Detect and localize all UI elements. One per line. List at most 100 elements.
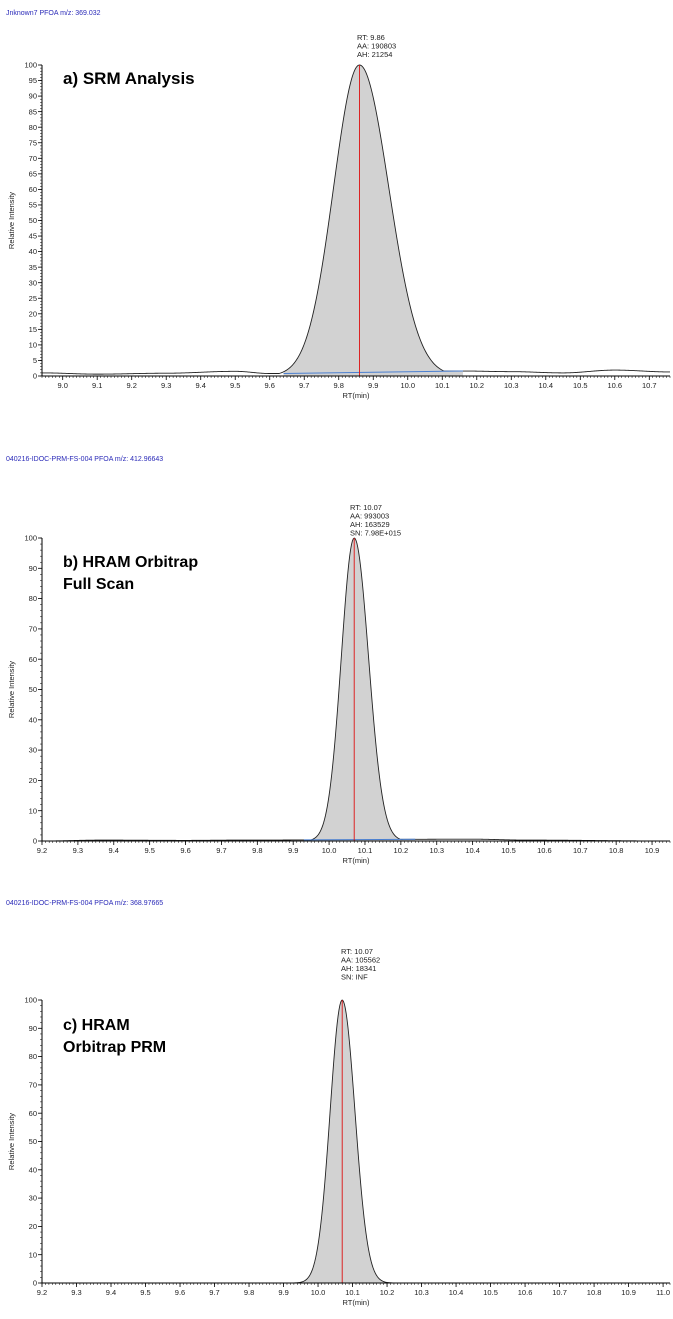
- x-tick-label: 10.3: [429, 846, 444, 855]
- y-tick-label: 95: [29, 76, 37, 85]
- y-tick-label: 60: [29, 655, 37, 664]
- y-tick-label: 10: [29, 1250, 37, 1259]
- y-tick-label: 90: [29, 92, 37, 101]
- x-tick-label: 10.2: [469, 381, 484, 390]
- peak-annotation-line: SN: INF: [341, 973, 368, 982]
- chromatogram-panel-b: 040216-IDOC-PRM-FS-004 PFOA m/z: 412.966…: [0, 440, 673, 880]
- x-tick-label: 10.0: [400, 381, 415, 390]
- x-tick-label: 9.2: [126, 381, 136, 390]
- chromatogram-chart: 9.2 9.3 9.4 9.5 9.6 9.7 9.8 9.9 10.0 10.1 10.2 10.3…: [7, 503, 671, 865]
- y-tick-label: 40: [29, 1165, 37, 1174]
- peak-annotation-line: AH: 18341: [341, 964, 376, 973]
- x-tick-label: 10.4: [465, 846, 480, 855]
- x-tick-label: 10.0: [322, 846, 337, 855]
- x-tick-label: 9.7: [299, 381, 309, 390]
- x-tick-label: 9.5: [144, 846, 154, 855]
- x-tick-label: 9.3: [71, 1288, 81, 1297]
- y-tick-label: 0: [33, 1279, 37, 1288]
- peak-annotation-line: AH: 21254: [357, 50, 392, 59]
- y-tick-label: 0: [33, 372, 37, 381]
- peak-annotation-line: AA: 190803: [357, 42, 396, 51]
- integration-baseline: [283, 370, 463, 374]
- peak-annotation-line: RT: 10.07: [350, 503, 382, 512]
- chromatogram-chart: 9.0 9.1 9.2 9.3 9.4 9.5 9.6 9.7 9.8 9.9 10.0 10.1 10…: [7, 33, 671, 400]
- x-tick-label: 10.5: [501, 846, 516, 855]
- y-tick-label: 20: [29, 1222, 37, 1231]
- peak-area: [283, 65, 463, 376]
- x-tick-label: 10.9: [621, 1288, 636, 1297]
- peak-annotation-line: RT: 9.86: [357, 33, 385, 42]
- trace-header: Jnknown7 PFOA m/z: 369.032: [6, 10, 101, 17]
- y-tick-label: 90: [29, 1024, 37, 1033]
- y-tick-label: 65: [29, 169, 37, 178]
- panel-label: b) HRAM Orbitrap: [63, 554, 198, 571]
- x-tick-label: 9.2: [37, 846, 47, 855]
- x-tick-label: 10.4: [538, 381, 553, 390]
- x-tick-label: 9.0: [57, 381, 67, 390]
- peak-area: [297, 1000, 391, 1283]
- x-tick-label: 10.6: [518, 1288, 533, 1297]
- x-tick-label: 10.9: [645, 846, 660, 855]
- peak-annotation-line: SN: 7.98E+015: [350, 529, 401, 538]
- x-tick-label: 9.4: [109, 846, 119, 855]
- panel-label: a) SRM Analysis: [63, 69, 195, 88]
- x-tick-label: 11.0: [656, 1288, 670, 1297]
- x-tick-label: 9.9: [278, 1288, 288, 1297]
- x-tick-label: 9.3: [73, 846, 83, 855]
- y-tick-label: 30: [29, 746, 37, 755]
- x-tick-label: 10.5: [573, 381, 588, 390]
- x-tick-label: 10.7: [642, 381, 657, 390]
- x-tick-label: 9.4: [196, 381, 206, 390]
- peak-annotation-line: AA: 993003: [350, 512, 389, 521]
- x-tick-label: 9.9: [288, 846, 298, 855]
- y-tick-label: 20: [29, 309, 37, 318]
- y-tick-label: 40: [29, 247, 37, 256]
- x-tick-label: 9.1: [92, 381, 102, 390]
- peak-area: [303, 538, 416, 841]
- y-tick-label: 50: [29, 1137, 37, 1146]
- y-tick-label: 10: [29, 341, 37, 350]
- y-axis-title: Relative Intensity: [7, 1113, 16, 1170]
- y-tick-label: 40: [29, 715, 37, 724]
- x-tick-label: 10.6: [607, 381, 622, 390]
- x-tick-label: 10.1: [345, 1288, 360, 1297]
- x-tick-label: 9.9: [368, 381, 378, 390]
- y-tick-label: 25: [29, 294, 37, 303]
- x-tick-label: 10.3: [504, 381, 519, 390]
- x-tick-label: 10.1: [358, 846, 373, 855]
- y-axis-title: Relative Intensity: [7, 192, 16, 249]
- x-tick-label: 10.0: [311, 1288, 326, 1297]
- y-tick-label: 90: [29, 564, 37, 573]
- chromatogram-panel-a: Jnknown7 PFOA m/z: 369.032 9.0 9.1 9.2 9.3 9…: [0, 0, 673, 440]
- y-tick-label: 30: [29, 1194, 37, 1203]
- x-tick-label: 9.5: [140, 1288, 150, 1297]
- peak-annotation-line: AH: 163529: [350, 520, 390, 529]
- trace-header: 040216-IDOC-PRM-FS-004 PFOA m/z: 412.966…: [6, 456, 164, 463]
- y-tick-label: 70: [29, 625, 37, 634]
- chromatogram-trace: [42, 64, 670, 375]
- x-tick-label: 9.8: [252, 846, 262, 855]
- x-tick-label: 9.6: [180, 846, 190, 855]
- y-tick-label: 55: [29, 201, 37, 210]
- x-tick-label: 10.5: [483, 1288, 498, 1297]
- x-tick-label: 9.6: [265, 381, 275, 390]
- x-tick-label: 10.2: [394, 846, 409, 855]
- y-tick-label: 70: [29, 154, 37, 163]
- x-axis-title: RT(min): [343, 1298, 370, 1307]
- x-tick-label: 10.4: [449, 1288, 464, 1297]
- x-tick-label: 10.1: [435, 381, 450, 390]
- chromatogram-chart: 9.2 9.3 9.4 9.5 9.6 9.7 9.8 9.9 10.0 10.1 10.2 10.3…: [7, 947, 671, 1307]
- y-tick-label: 50: [29, 216, 37, 225]
- y-tick-label: 45: [29, 232, 37, 241]
- y-tick-label: 100: [24, 61, 37, 70]
- y-tick-label: 10: [29, 806, 37, 815]
- x-tick-label: 9.3: [161, 381, 171, 390]
- x-tick-label: 9.7: [216, 846, 226, 855]
- x-tick-label: 10.7: [573, 846, 588, 855]
- panel-label: Orbitrap PRM: [63, 1039, 166, 1056]
- y-tick-label: 85: [29, 107, 37, 116]
- x-tick-label: 9.7: [209, 1288, 219, 1297]
- y-tick-label: 20: [29, 776, 37, 785]
- x-tick-label: 9.8: [244, 1288, 254, 1297]
- chromatogram-panel-c: 040216-IDOC-PRM-FS-004 PFOA m/z: 368.976…: [0, 880, 673, 1319]
